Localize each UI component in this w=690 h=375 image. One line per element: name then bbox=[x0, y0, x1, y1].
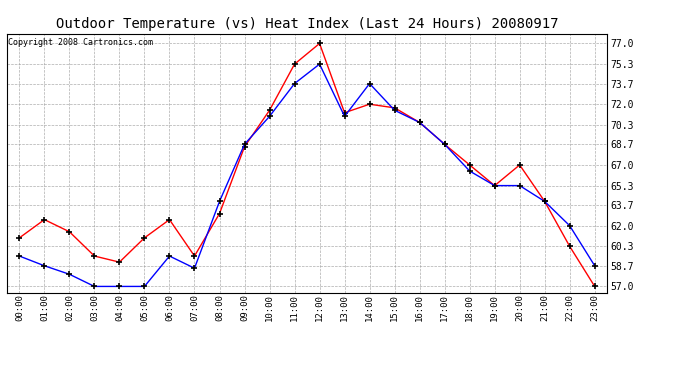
Text: Copyright 2008 Cartronics.com: Copyright 2008 Cartronics.com bbox=[8, 38, 153, 46]
Title: Outdoor Temperature (vs) Heat Index (Last 24 Hours) 20080917: Outdoor Temperature (vs) Heat Index (Las… bbox=[56, 17, 558, 31]
